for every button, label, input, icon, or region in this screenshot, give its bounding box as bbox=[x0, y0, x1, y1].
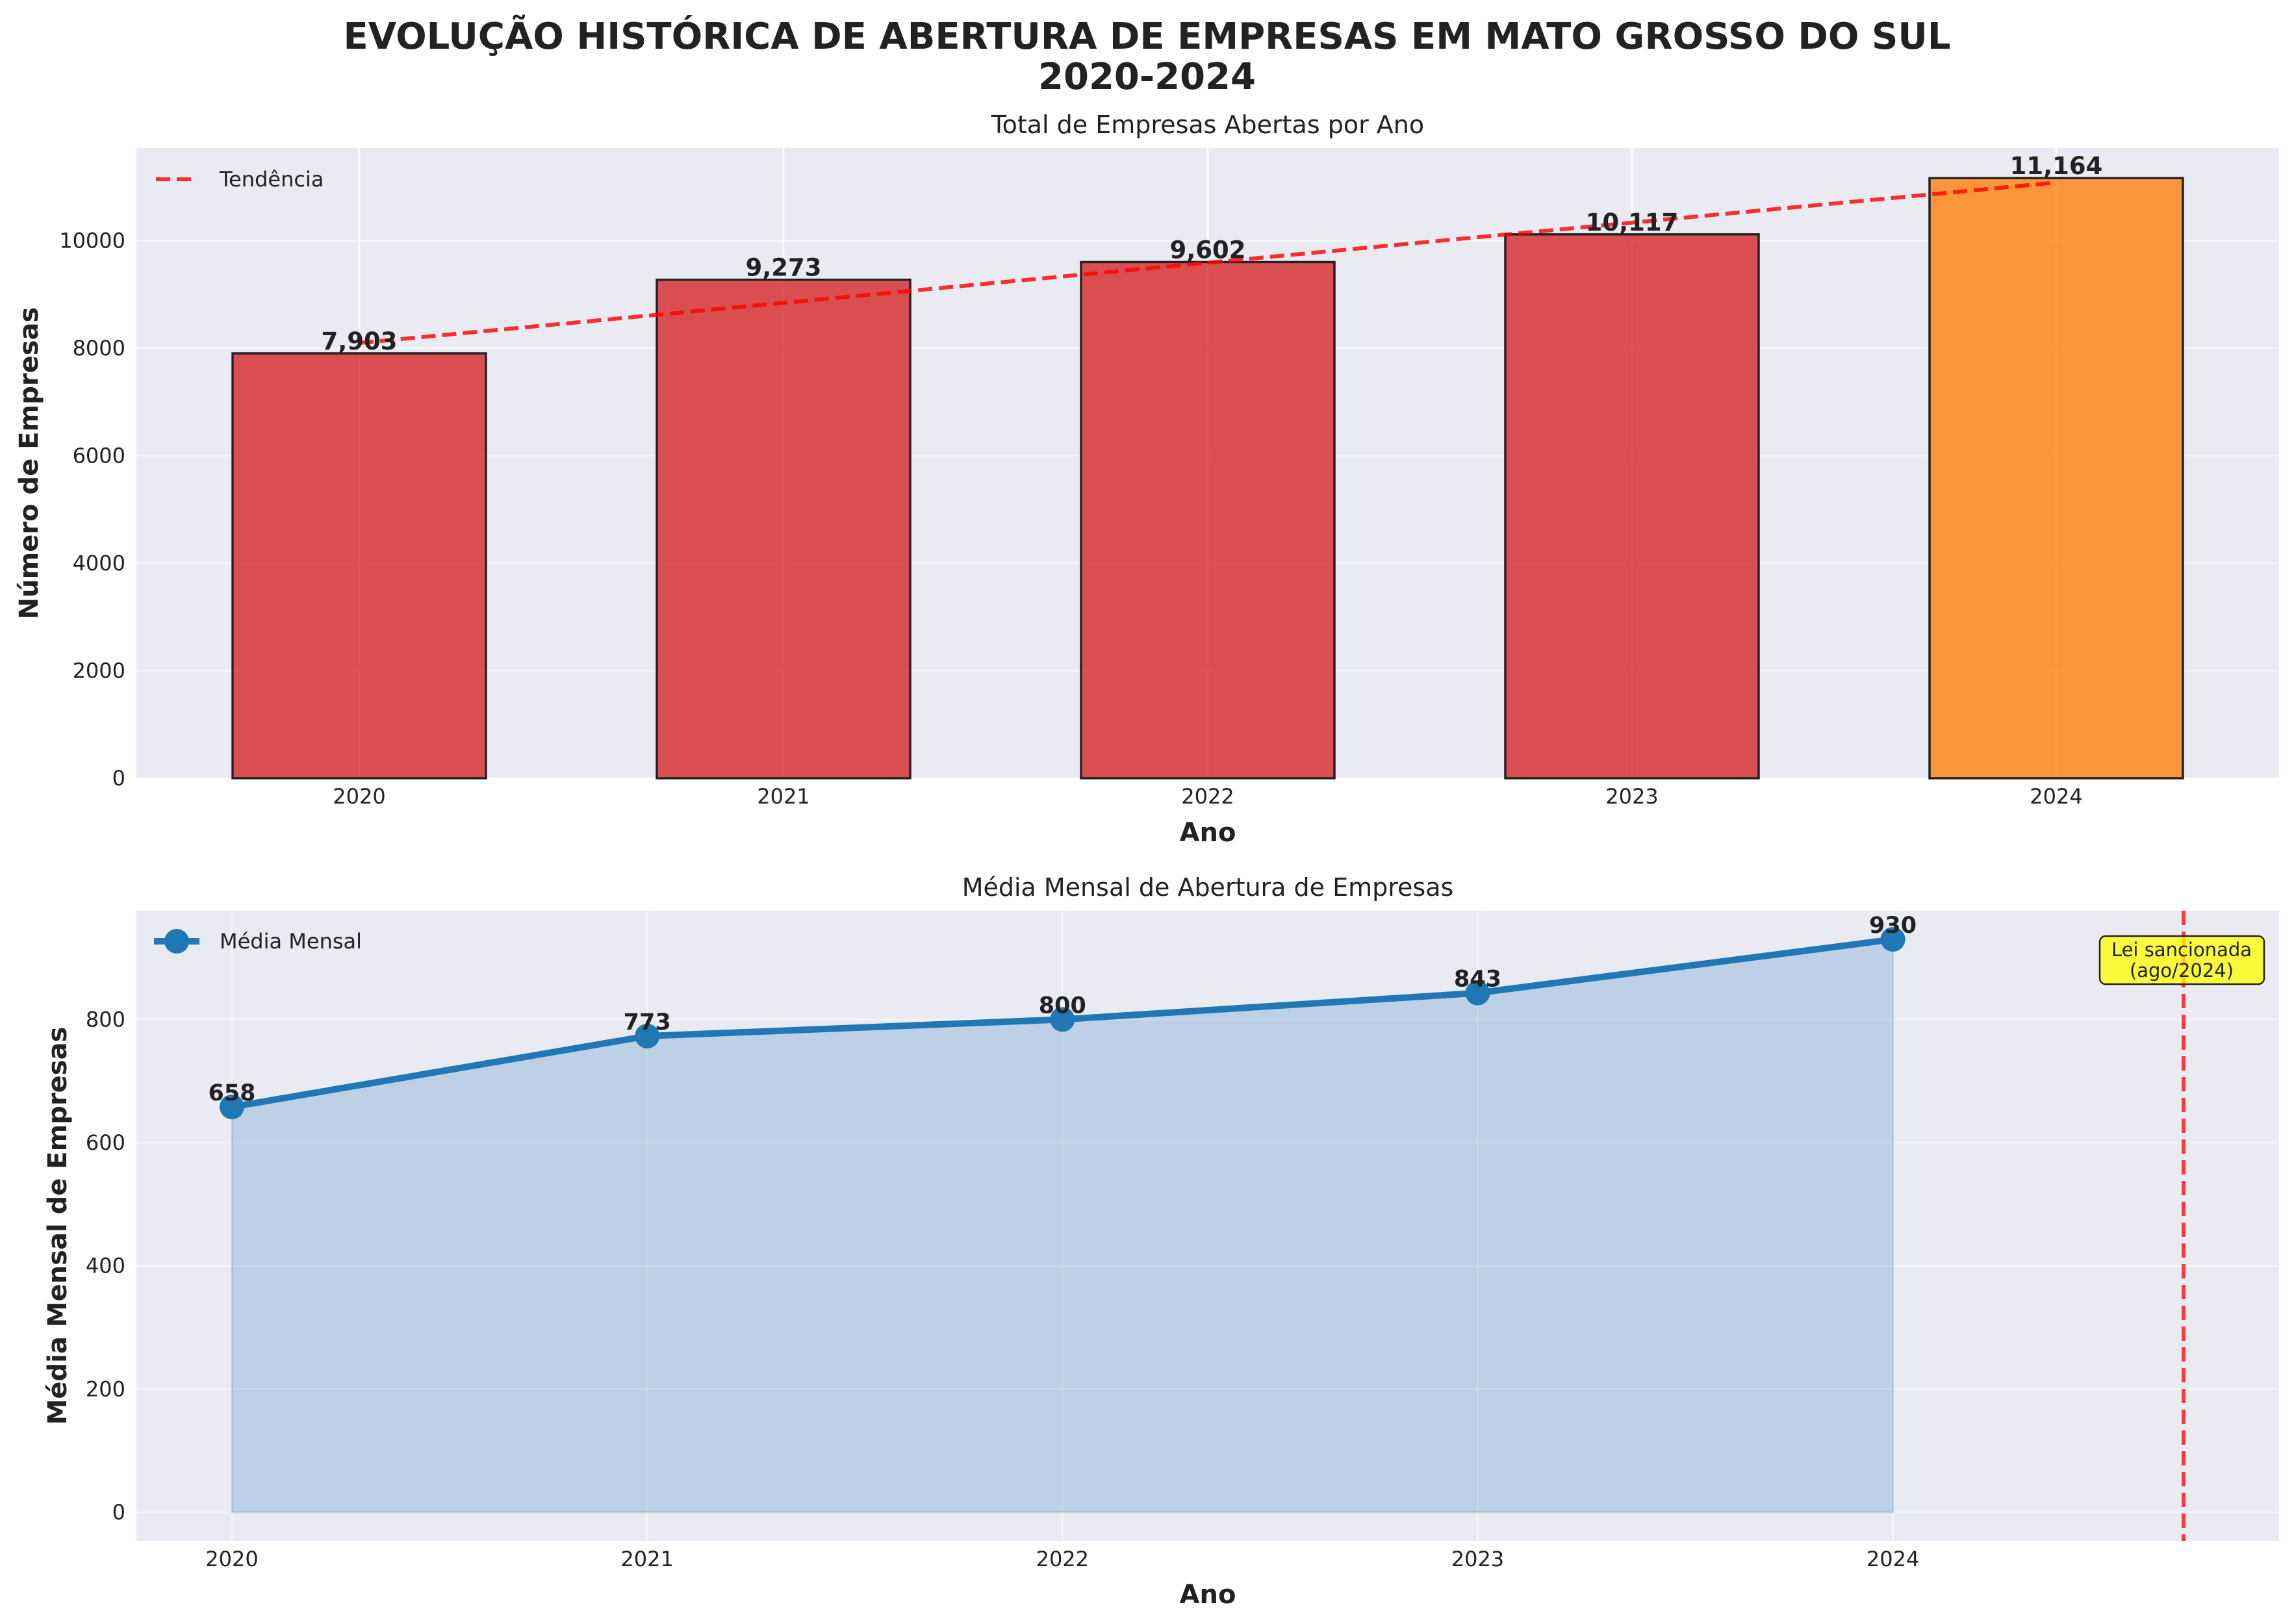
bar-chart-ytick-label: 2000 bbox=[73, 658, 125, 683]
point-2024 bbox=[1880, 927, 1905, 952]
bar-chart-xtick-label-2022: 2022 bbox=[1181, 784, 1234, 809]
line-chart-xtick-label-2020: 2020 bbox=[205, 1547, 258, 1571]
line-chart-xtick-label-2022: 2022 bbox=[1036, 1547, 1089, 1571]
bar-chart-title: Total de Empresas Abertas por Ano bbox=[991, 110, 1424, 139]
line-chart-legend: Média Mensal bbox=[154, 929, 362, 954]
line-chart-ytick-label: 800 bbox=[86, 1007, 125, 1032]
event-annotation-line2: (ago/2024) bbox=[2130, 959, 2234, 982]
bar-chart-ytick-label: 6000 bbox=[73, 443, 125, 468]
bar-2024 bbox=[1928, 177, 2184, 780]
point-2021 bbox=[635, 1023, 660, 1048]
bar-chart-xtick-label-2020: 2020 bbox=[333, 784, 385, 809]
line-chart-xtick-label-2024: 2024 bbox=[1867, 1547, 1919, 1571]
bar-chart-legend: Tendência bbox=[156, 167, 324, 192]
point-value-label-2020: 658 bbox=[208, 1080, 255, 1106]
bar-chart-xtick-label-2023: 2023 bbox=[1605, 784, 1658, 809]
point-value-label-2023: 843 bbox=[1454, 967, 1501, 993]
legend-trend-label: Tendência bbox=[219, 167, 324, 192]
bar-2022 bbox=[1080, 260, 1336, 780]
line-chart-ytick-label: 600 bbox=[86, 1130, 125, 1155]
legend-series-swatch-marker bbox=[164, 929, 189, 954]
point-value-label-2021: 773 bbox=[624, 1009, 671, 1035]
legend-series-label: Média Mensal bbox=[220, 929, 362, 954]
bar-chart-ytick-label: 8000 bbox=[73, 336, 125, 361]
point-value-label-2024: 930 bbox=[1869, 913, 1917, 939]
bar-chart-xlabel: Ano bbox=[1180, 818, 1236, 848]
line-chart-xtick-label-2023: 2023 bbox=[1451, 1547, 1504, 1571]
bar-2021 bbox=[656, 278, 911, 780]
line-chart-ytick-label: 200 bbox=[86, 1377, 125, 1401]
point-2022 bbox=[1050, 1007, 1075, 1032]
line-chart-xtick-label-2021: 2021 bbox=[620, 1547, 673, 1571]
line-chart: 658 773 800 843 930 Lei sancionada(ago/2024) 0… bbox=[43, 873, 2279, 1610]
line-chart-ytick-label: 0 bbox=[112, 1500, 125, 1525]
line-chart-xlabel: Ano bbox=[1180, 1580, 1236, 1610]
bar-chart-xtick-label-2024: 2024 bbox=[2030, 784, 2082, 809]
event-annotation: Lei sancionada(ago/2024) bbox=[2098, 935, 2265, 985]
point-value-label-2022: 800 bbox=[1039, 993, 1086, 1019]
trend-line bbox=[359, 180, 2057, 345]
point-2023 bbox=[1465, 980, 1490, 1006]
bar-chart-ylabel: Número de Empresas bbox=[14, 307, 44, 620]
bar-value-label-2022: 9,602 bbox=[1169, 236, 1245, 264]
bar-chart-xtick-label-2021: 2021 bbox=[757, 784, 809, 809]
figure-title: EVOLUÇÃO HISTÓRICA DE ABERTURA DE EMPRES… bbox=[0, 17, 2294, 97]
figure-title-line2: 2020-2024 bbox=[1038, 56, 1256, 98]
line-chart-plot-area bbox=[136, 911, 2279, 1541]
bar-2020 bbox=[231, 352, 487, 780]
figure-title-line1: EVOLUÇÃO HISTÓRICA DE ABERTURA DE EMPRES… bbox=[343, 16, 1951, 58]
line-chart-title: Média Mensal de Abertura de Empresas bbox=[962, 873, 1454, 902]
bar-chart-ytick-label: 4000 bbox=[73, 551, 125, 576]
bar-value-label-2023: 10,117 bbox=[1586, 209, 1679, 236]
bar-chart-ytick-label: 0 bbox=[112, 766, 125, 791]
line-chart-ylabel: Média Mensal de Empresas bbox=[43, 1027, 73, 1425]
bar-chart: 7,903 9,273 9,602 10,117 11,164 0 2000 4000 6000… bbox=[14, 110, 2279, 848]
bar-value-label-2020: 7,903 bbox=[321, 327, 397, 355]
point-2020 bbox=[220, 1094, 245, 1119]
event-annotation-line1: Lei sancionada bbox=[2111, 939, 2252, 961]
event-annotation-box bbox=[2098, 935, 2265, 985]
bar-value-label-2021: 9,273 bbox=[745, 254, 821, 282]
bar-value-label-2024: 11,164 bbox=[2010, 152, 2103, 180]
bar-chart-ytick-label: 10000 bbox=[59, 228, 125, 253]
line-chart-ytick-label: 400 bbox=[86, 1254, 125, 1278]
bar-2023 bbox=[1504, 233, 1760, 780]
